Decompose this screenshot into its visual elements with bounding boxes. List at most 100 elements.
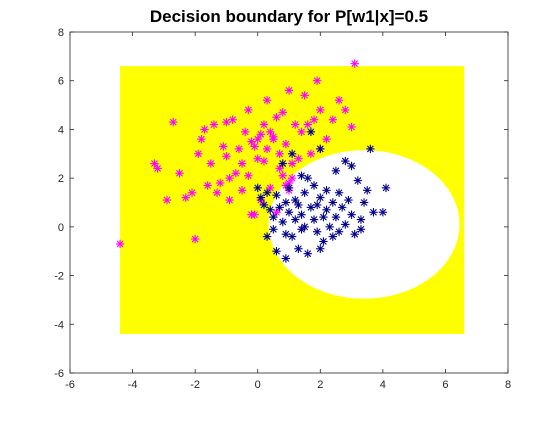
data-point <box>363 186 372 195</box>
data-point <box>275 149 284 158</box>
data-point <box>381 183 391 193</box>
data-point <box>169 117 178 127</box>
data-point <box>284 183 294 193</box>
y-tick-label: 4 <box>58 124 64 136</box>
data-point <box>300 188 309 197</box>
data-point <box>269 225 278 234</box>
y-tick-label: 6 <box>58 76 64 88</box>
data-point <box>250 142 259 151</box>
data-point <box>294 244 303 253</box>
data-point <box>300 222 309 232</box>
data-point <box>150 159 159 168</box>
data-point <box>356 215 366 224</box>
data-point <box>312 200 322 210</box>
data-point <box>262 144 272 154</box>
data-point <box>187 188 197 197</box>
data-point <box>297 127 306 137</box>
data-point <box>272 113 281 122</box>
data-point <box>347 122 356 132</box>
data-point <box>175 169 184 178</box>
data-point <box>353 176 363 185</box>
data-point <box>272 247 281 256</box>
data-point <box>300 91 309 100</box>
data-point <box>341 105 350 115</box>
y-tick-label: 8 <box>58 27 64 39</box>
data-point <box>222 152 231 161</box>
data-point <box>378 208 388 217</box>
data-point <box>115 239 125 249</box>
data-point <box>303 120 312 129</box>
data-point <box>162 195 172 205</box>
y-tick-label: -2 <box>54 271 64 283</box>
data-point <box>278 171 287 180</box>
data-point <box>297 210 306 219</box>
data-point <box>266 183 275 193</box>
data-point <box>247 137 256 146</box>
series-2 <box>253 127 391 263</box>
data-point <box>281 254 291 263</box>
data-point <box>278 159 287 168</box>
data-point <box>231 169 241 178</box>
data-point <box>275 164 284 173</box>
x-tick-label: 0 <box>255 379 261 391</box>
data-point <box>366 144 375 154</box>
data-point <box>294 154 303 163</box>
data-point <box>266 127 275 137</box>
data-point <box>197 134 206 144</box>
data-point <box>244 105 253 115</box>
data-point <box>190 234 200 244</box>
data-point <box>269 132 278 141</box>
data-point <box>331 166 341 176</box>
data-point <box>237 186 247 195</box>
data-point <box>328 115 337 124</box>
data-point <box>309 115 319 124</box>
data-point <box>347 210 356 219</box>
data-point <box>312 227 322 236</box>
data-point <box>212 188 222 197</box>
data-point <box>328 198 337 207</box>
data-point <box>341 220 350 229</box>
x-tick-label: 8 <box>505 379 511 391</box>
data-point <box>291 195 300 205</box>
data-point <box>259 156 269 166</box>
data-point <box>291 215 300 224</box>
data-point <box>309 215 319 224</box>
data-point <box>303 173 312 183</box>
data-point <box>328 232 337 241</box>
data-point <box>256 130 266 139</box>
data-point <box>206 159 215 168</box>
data-point <box>253 183 262 193</box>
data-point <box>325 222 334 232</box>
data-point <box>241 127 250 137</box>
data-point <box>222 117 231 127</box>
data-point <box>219 142 228 151</box>
data-point <box>228 115 237 124</box>
data-point <box>253 154 262 163</box>
data-point <box>287 149 297 158</box>
data-point <box>316 193 325 202</box>
data-point <box>259 120 269 129</box>
data-point <box>337 203 347 212</box>
data-point <box>347 161 356 171</box>
chart-title: Decision boundary for P[w1|x]=0.5 <box>150 7 428 26</box>
data-point <box>281 139 291 149</box>
data-point <box>256 193 266 202</box>
data-point <box>319 212 328 222</box>
data-point <box>181 193 190 202</box>
data-point <box>306 149 316 158</box>
data-point <box>234 144 244 154</box>
data-point <box>275 203 284 212</box>
data-point <box>303 249 312 258</box>
y-tick-label: -4 <box>54 319 64 331</box>
data-point <box>262 232 272 241</box>
data-point <box>306 203 316 212</box>
x-tick-label: 2 <box>317 379 323 391</box>
data-point <box>322 134 331 144</box>
data-point <box>200 125 209 134</box>
data-point <box>287 159 297 168</box>
data-point <box>322 205 331 215</box>
data-point <box>284 208 294 217</box>
y-tick-label: -6 <box>54 368 64 380</box>
data-point <box>272 208 281 217</box>
